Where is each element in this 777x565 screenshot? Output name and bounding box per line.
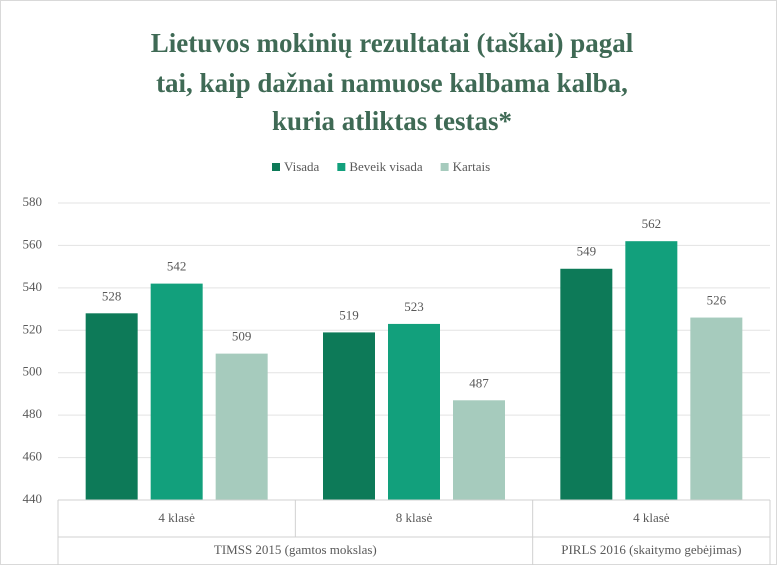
bar (150, 283, 203, 500)
legend-swatch (337, 163, 346, 171)
data-label: 528 (102, 288, 122, 303)
data-label: 519 (339, 307, 359, 322)
data-label: 523 (404, 299, 424, 314)
chart-title: Lietuvos mokinių rezultatai (taškai) pag… (151, 28, 634, 58)
legend-label: Visada (284, 159, 320, 174)
data-label: 526 (707, 293, 727, 308)
bar (215, 353, 268, 500)
data-label: 562 (642, 216, 662, 231)
y-tick-label: 580 (23, 194, 43, 209)
bar (323, 332, 375, 500)
bar (453, 400, 505, 500)
data-label: 509 (232, 329, 252, 344)
legend-swatch (272, 163, 280, 171)
data-label: 549 (577, 244, 597, 259)
legend-swatch (440, 163, 449, 171)
chart-title: kuria atliktas testas* (272, 106, 512, 136)
data-label: 487 (469, 375, 489, 390)
bar (560, 268, 613, 500)
bar (388, 323, 440, 500)
y-tick-label: 440 (23, 491, 43, 506)
group-label: TIMSS 2015 (gamtos mokslas) (214, 542, 377, 557)
bar (625, 241, 678, 500)
y-tick-label: 480 (23, 406, 43, 421)
x-tick-label: 4 klasė (633, 510, 670, 525)
y-tick-label: 560 (23, 236, 43, 251)
x-tick-label: 4 klasė (158, 510, 195, 525)
y-tick-label: 500 (23, 364, 43, 379)
legend-label: Beveik visada (349, 159, 423, 174)
y-tick-label: 460 (23, 449, 43, 464)
legend-label: Kartais (453, 159, 491, 174)
y-tick-label: 540 (23, 279, 43, 294)
bar (85, 313, 138, 500)
data-label: 542 (167, 259, 187, 274)
x-tick-label: 8 klasė (396, 510, 433, 525)
group-label: PIRLS 2016 (skaitymo gebėjimas) (561, 542, 741, 557)
chart-title: tai, kaip dažnai namuose kalbama kalba, (156, 68, 628, 98)
bar (690, 317, 743, 500)
y-tick-label: 520 (23, 321, 43, 336)
